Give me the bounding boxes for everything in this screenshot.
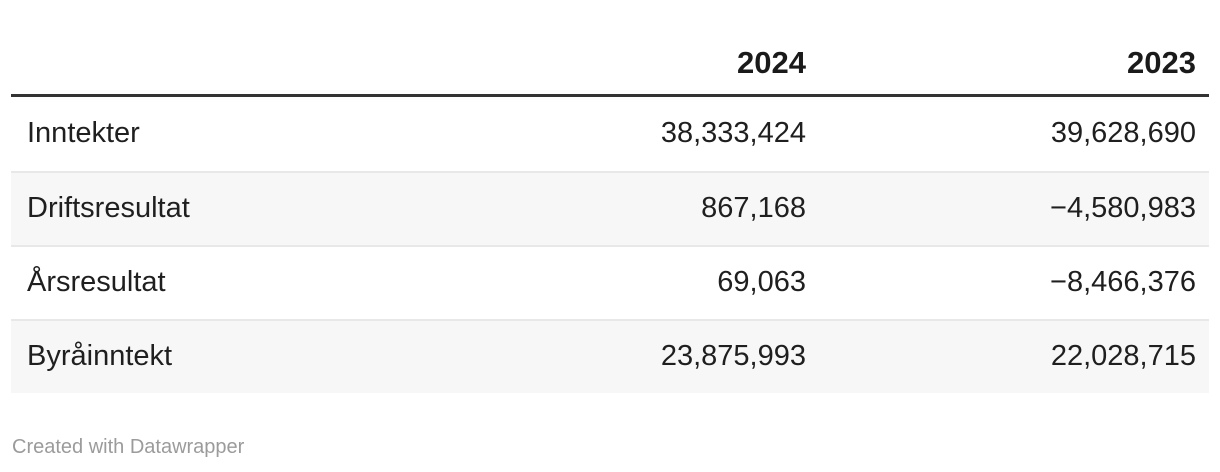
- table-row-driftsresultat: Driftsresultat 867,168 −4,580,983: [11, 171, 1209, 245]
- value-2024: 867,168: [701, 192, 806, 225]
- chart-footer: Created with Datawrapper: [12, 434, 244, 460]
- row-label: Driftsresultat: [27, 192, 190, 225]
- row-label: Årsresultat: [27, 266, 166, 299]
- table-row-inntekter: Inntekter 38,333,424 39,628,690: [11, 97, 1209, 171]
- value-2024: 69,063: [717, 266, 806, 299]
- row-label: Byråinntekt: [27, 340, 173, 373]
- value-2023: 22,028,715: [1050, 340, 1196, 373]
- financial-table: 2024 2023 Inntekter 38,333,424 39,628,69…: [11, 0, 1209, 393]
- value-2023: 39,628,690: [1050, 117, 1196, 150]
- value-2024: 23,875,993: [660, 340, 806, 373]
- value-2023: −4,580,983: [1050, 192, 1196, 225]
- column-header-2024: 2024: [737, 44, 806, 80]
- table-header-row: 2024 2023: [11, 0, 1209, 97]
- value-2023: −8,466,376: [1050, 266, 1196, 299]
- table-row-byrainntekt: Byråinntekt 23,875,993 22,028,715: [11, 319, 1209, 393]
- row-label: Inntekter: [27, 117, 140, 150]
- value-2024: 38,333,424: [660, 117, 806, 150]
- table-row-arsresultat: Årsresultat 69,063 −8,466,376: [11, 245, 1209, 319]
- datawrapper-credit-link[interactable]: Created with Datawrapper: [12, 436, 245, 458]
- column-header-2023: 2023: [1127, 44, 1196, 80]
